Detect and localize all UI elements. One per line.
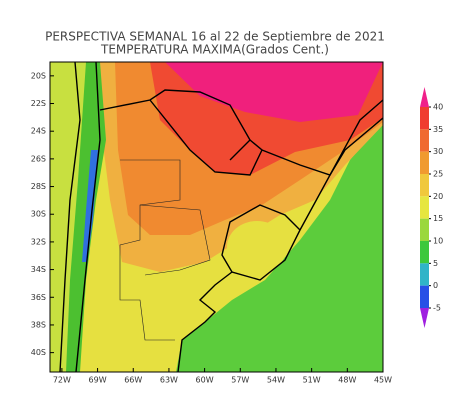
x-tick-label: 57W xyxy=(231,376,249,385)
colorbar-label: 15 xyxy=(433,214,443,223)
title: PERSPECTIVA SEMANAL 16 al 22 de Septiemb… xyxy=(45,30,385,44)
field-magenta xyxy=(165,62,383,122)
colorbar-cap-top xyxy=(420,87,429,107)
y-tick-label: 34S xyxy=(31,265,46,274)
x-tick-label: 66W xyxy=(124,376,142,385)
argentina-coast xyxy=(177,271,233,373)
colorbar-label: 30 xyxy=(433,147,443,156)
x-tick-label: 69W xyxy=(89,376,107,385)
colorbar-label: 35 xyxy=(433,125,443,134)
colorbar-label: -5 xyxy=(433,304,441,313)
colorbar-band xyxy=(420,263,429,286)
x-tick-label: 54W xyxy=(267,376,285,385)
x-tick-label: 63W xyxy=(160,376,178,385)
coastline xyxy=(59,61,81,373)
colorbar-band xyxy=(420,241,429,264)
border-paraguay xyxy=(149,99,263,176)
province-lines-2 xyxy=(139,204,211,276)
y-tick-label: 38S xyxy=(31,320,46,329)
colorbar-band xyxy=(420,151,429,174)
y-tick-label: 24S xyxy=(31,127,46,136)
y-tick-label: 40S xyxy=(31,348,46,357)
field-uruguay xyxy=(227,221,287,273)
colorbar-label: 5 xyxy=(433,259,438,268)
border-andes xyxy=(75,61,101,373)
x-tick-label: 45W xyxy=(374,376,392,385)
colorbar-band xyxy=(420,174,429,197)
y-tick-label: 36S xyxy=(31,293,46,302)
y-tick-label: 32S xyxy=(31,237,46,246)
province-lines xyxy=(119,159,181,341)
field-andes-blue xyxy=(82,150,98,262)
colorbar-band xyxy=(420,129,429,152)
colorbar-band xyxy=(420,107,429,130)
colorbar-label: 40 xyxy=(433,103,443,112)
colorbar-label: 10 xyxy=(433,237,443,246)
x-tick-label: 51W xyxy=(303,376,321,385)
colorbar-band xyxy=(420,196,429,219)
colorbar-band xyxy=(420,285,429,308)
colorbar-label: 25 xyxy=(433,170,443,179)
subtitle: TEMPERATURA MAXIMA(Grados Cent.) xyxy=(100,43,329,57)
y-tick-label: 30S xyxy=(31,210,46,219)
map-frame xyxy=(49,61,384,373)
colorbar-label: 0 xyxy=(433,281,438,290)
x-tick-label: 60W xyxy=(196,376,214,385)
x-tick-label: 48W xyxy=(338,376,356,385)
y-tick-label: 28S xyxy=(31,182,46,191)
colorbar-band xyxy=(420,218,429,241)
x-tick-label: 72W xyxy=(53,376,71,385)
field-yellowgreen xyxy=(50,62,90,372)
colorbar-label: 20 xyxy=(433,192,443,201)
y-tick-label: 26S xyxy=(31,154,46,163)
y-tick-label: 20S xyxy=(31,71,46,80)
atlantic-coast xyxy=(221,99,384,281)
map-field xyxy=(50,61,384,373)
colorbar-cap-bottom xyxy=(420,308,429,328)
y-tick-label: 22S xyxy=(31,99,46,108)
